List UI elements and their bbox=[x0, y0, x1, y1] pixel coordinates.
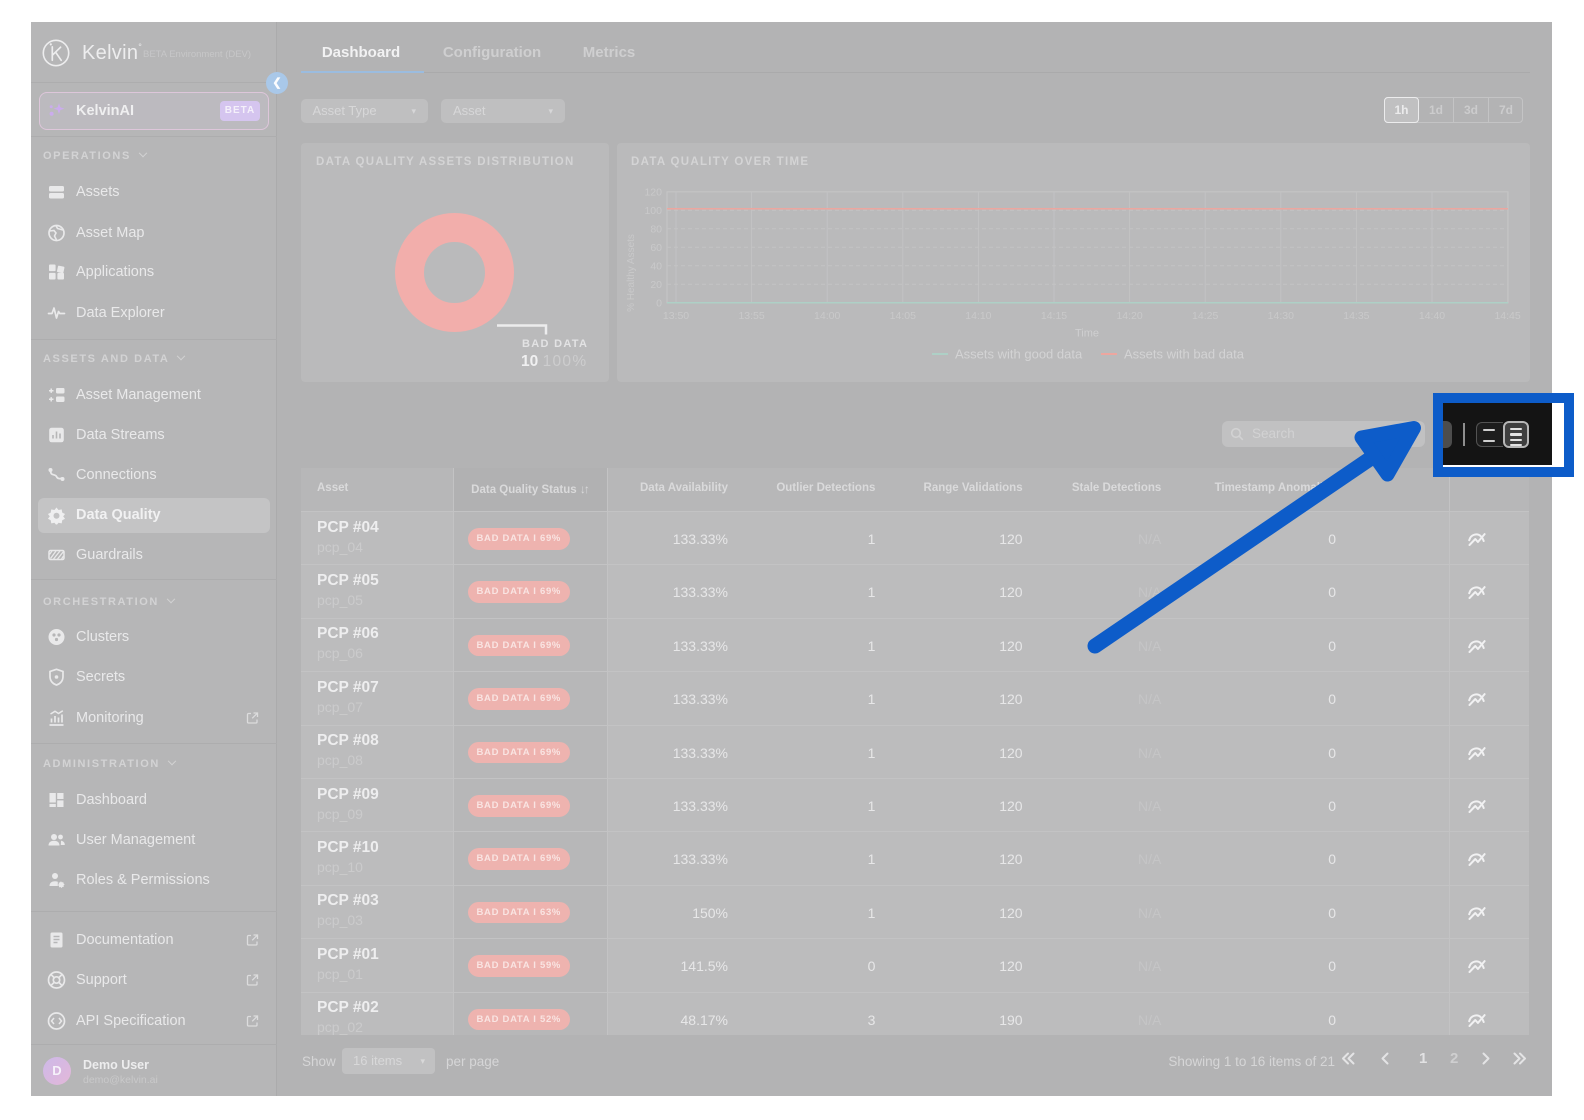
svg-text:14:30: 14:30 bbox=[1268, 310, 1294, 322]
svg-text:14:10: 14:10 bbox=[965, 310, 991, 322]
svg-text:Assets with bad data: Assets with bad data bbox=[1124, 347, 1245, 362]
svg-text:40: 40 bbox=[650, 260, 662, 272]
svg-text:14:05: 14:05 bbox=[890, 310, 916, 322]
svg-text:14:20: 14:20 bbox=[1116, 310, 1142, 322]
svg-text:Time: Time bbox=[1075, 328, 1099, 340]
svg-text:120: 120 bbox=[644, 186, 662, 198]
svg-text:14:35: 14:35 bbox=[1343, 310, 1369, 322]
svg-text:60: 60 bbox=[650, 242, 662, 254]
svg-text:80: 80 bbox=[650, 223, 662, 235]
svg-text:% Healthy Assets: % Healthy Assets bbox=[626, 234, 637, 312]
svg-text:14:00: 14:00 bbox=[814, 310, 840, 322]
svg-text:14:40: 14:40 bbox=[1419, 310, 1445, 322]
svg-text:14:25: 14:25 bbox=[1192, 310, 1218, 322]
svg-text:0: 0 bbox=[656, 297, 662, 309]
svg-text:14:45: 14:45 bbox=[1494, 310, 1520, 322]
svg-text:Assets with good data: Assets with good data bbox=[955, 347, 1083, 362]
svg-text:14:15: 14:15 bbox=[1041, 310, 1067, 322]
svg-text:20: 20 bbox=[650, 279, 662, 291]
svg-text:13:55: 13:55 bbox=[738, 310, 764, 322]
svg-text:13:50: 13:50 bbox=[663, 310, 689, 322]
svg-text:100: 100 bbox=[644, 205, 662, 217]
